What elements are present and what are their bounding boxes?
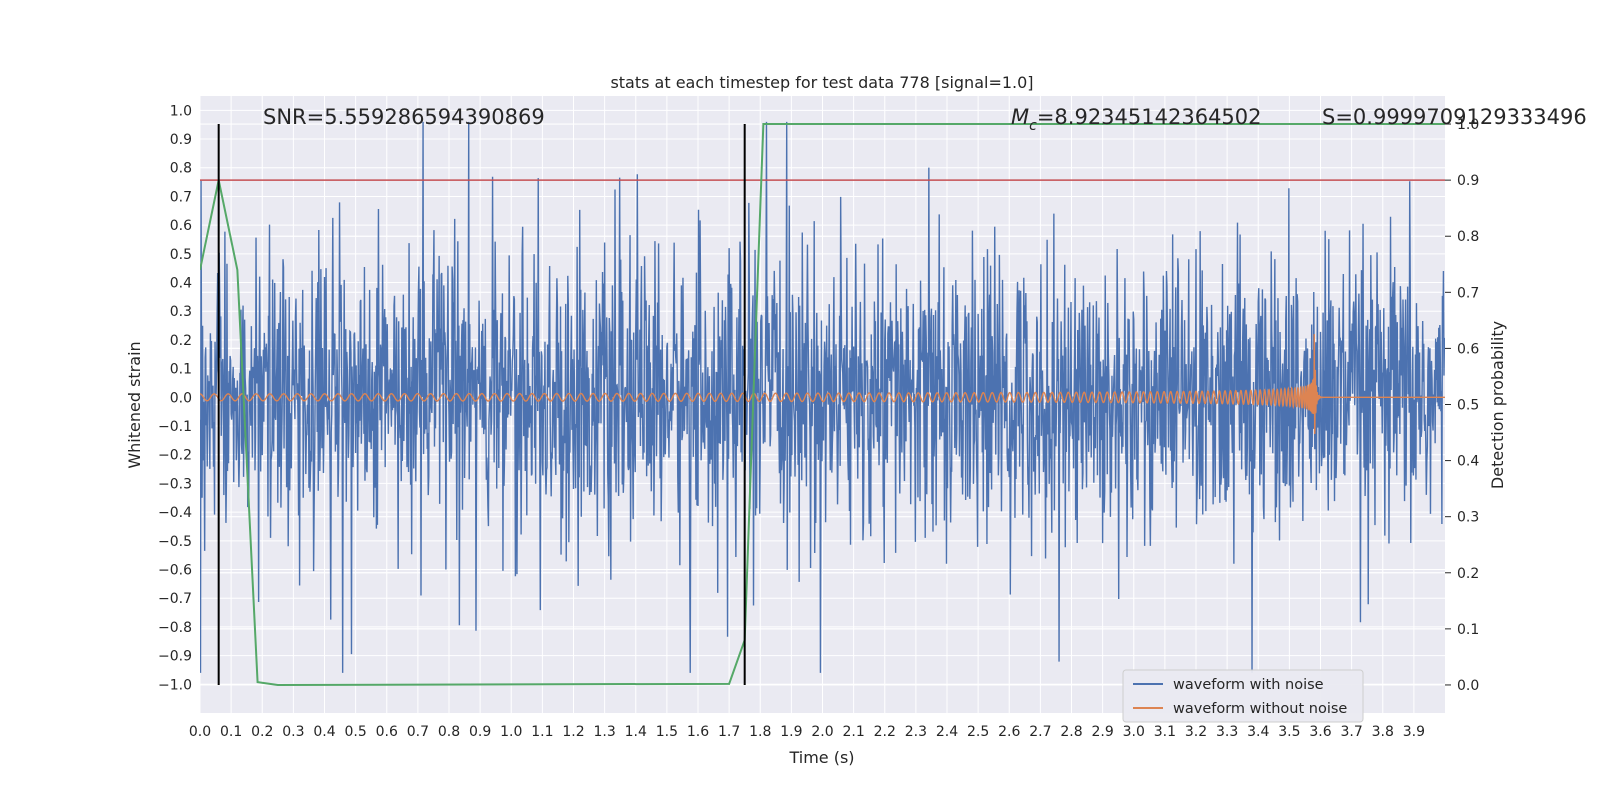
x-tick-label: 1.5: [656, 724, 678, 740]
y-tick-label: 0.5: [170, 247, 192, 263]
x-tick-label: 0.0: [189, 724, 211, 740]
y2-tick-label: 0.6: [1457, 341, 1479, 357]
x-tick-label: 1.6: [687, 724, 709, 740]
x-tick-label: 1.8: [749, 724, 771, 740]
legend-box: [1122, 669, 1364, 723]
y-tick-label: 0.3: [170, 304, 192, 320]
x-tick-label: 0.5: [344, 724, 366, 740]
x-tick-label: 1.9: [780, 724, 802, 740]
x-tick-label: 0.4: [313, 724, 335, 740]
y-tick-label: −0.5: [158, 534, 192, 550]
series-detection-probability: [200, 123, 1445, 686]
x-tick-label: 3.9: [1403, 724, 1425, 740]
x-tick-label: 2.0: [811, 724, 833, 740]
y-tick-label: 0.2: [170, 333, 192, 349]
x-tick-label: 3.2: [1185, 724, 1207, 740]
x-tick-label: 3.5: [1278, 724, 1300, 740]
x-tick-label: 3.6: [1309, 724, 1331, 740]
x-tick-label: 0.9: [469, 724, 491, 740]
y-tick-label: 0.6: [170, 218, 192, 234]
x-tick-label: 1.7: [718, 724, 740, 740]
chirp-mass-symbol: M: [1011, 105, 1029, 129]
y2-tick-label: 0.2: [1457, 566, 1479, 582]
y2-tick-label: 0.0: [1457, 678, 1479, 694]
x-tick-label: 2.7: [1029, 724, 1051, 740]
x-tick-label: 2.9: [1091, 724, 1113, 740]
y-tick-label: 0.7: [170, 189, 192, 205]
x-tick-label: 1.2: [562, 724, 584, 740]
x-tick-label: 3.3: [1216, 724, 1238, 740]
x-tick-label: 2.5: [967, 724, 989, 740]
x-axis-label: Time (s): [788, 748, 854, 767]
series-layer: [200, 121, 1445, 686]
x-tick-label: 2.4: [936, 724, 958, 740]
y-tick-label: −0.8: [158, 620, 192, 636]
y2-tick-label: 0.8: [1457, 229, 1479, 245]
y2-tick-label: 0.9: [1457, 173, 1479, 189]
chirp-mass-annotation: Mc=8.92345142364502: [1011, 105, 1262, 134]
snr-annotation: SNR=5.559286594390869: [263, 105, 545, 129]
y-tick-label: 0.4: [170, 276, 192, 292]
x-tick-label: 3.0: [1123, 724, 1145, 740]
chart-title: stats at each timestep for test data 778…: [610, 73, 1033, 92]
y-tick-label: 1.0: [170, 103, 192, 119]
detection-score-annotation: S=0.9999709129333496: [1322, 105, 1587, 129]
series-waveform-with-noise: [200, 121, 1445, 673]
x-tick-label: 3.4: [1247, 724, 1269, 740]
x-tick-label: 1.4: [625, 724, 647, 740]
x-tick-label: 0.3: [282, 724, 304, 740]
y-tick-label: 0.0: [170, 390, 192, 406]
x-tick-label: 3.1: [1154, 724, 1176, 740]
series-waveform-without-noise: [200, 334, 1445, 434]
x-tick-label: 0.2: [251, 724, 273, 740]
chirp-mass-subscript: c: [1029, 118, 1037, 134]
y-tick-label: −0.4: [158, 505, 192, 521]
y-tick-label: −0.1: [158, 419, 192, 435]
x-axis-ticks: 0.0 0.1 0.2 0.3 0.4 0.5 0.6 0.7 0.8 0.9 1.0 1.1 1.2 1…: [189, 724, 1425, 740]
x-tick-label: 2.1: [842, 724, 864, 740]
legend-label-clean: waveform without noise: [1173, 701, 1347, 717]
x-tick-label: 2.3: [905, 724, 927, 740]
x-tick-label: 0.7: [407, 724, 429, 740]
y-tick-label: −0.7: [158, 591, 192, 607]
y2-axis-ticks: 1.0 0.9 0.8 0.7 0.6 0.5 0.4 0.3 0.2 0.1 0.0: [1445, 117, 1479, 694]
y-tick-label: −0.9: [158, 649, 192, 665]
y2-tick-label: 0.5: [1457, 398, 1479, 414]
x-tick-label: 0.8: [438, 724, 460, 740]
x-tick-label: 0.6: [376, 724, 398, 740]
legend: waveform with noise waveform without noi…: [1122, 669, 1364, 723]
x-tick-label: 1.0: [500, 724, 522, 740]
y-tick-label: −0.2: [158, 448, 192, 464]
y-axis-label: Whitened strain: [125, 341, 144, 468]
y2-tick-label: 0.3: [1457, 510, 1479, 526]
y2-tick-label: 0.1: [1457, 622, 1479, 638]
y-axis-ticks: 1.0 0.9 0.8 0.7 0.6 0.5 0.4 0.3 0.2 0.1 0.0 −0.1 −0.…: [158, 103, 192, 693]
y2-tick-label: 0.7: [1457, 285, 1479, 301]
y-tick-label: −1.0: [158, 677, 192, 693]
x-tick-label: 3.7: [1340, 724, 1362, 740]
y-tick-label: 0.8: [170, 161, 192, 177]
y-tick-label: −0.3: [158, 476, 192, 492]
x-tick-label: 3.8: [1372, 724, 1394, 740]
y2-tick-label: 0.4: [1457, 454, 1479, 470]
y2-axis-label: Detection probability: [1488, 321, 1507, 489]
y2-tick-label: 1.0: [1457, 117, 1479, 133]
x-tick-label: 1.1: [531, 724, 553, 740]
y-tick-label: −0.6: [158, 563, 192, 579]
y-tick-label: 0.1: [170, 362, 192, 378]
x-tick-label: 0.1: [220, 724, 242, 740]
x-tick-label: 2.2: [874, 724, 896, 740]
legend-label-noise: waveform with noise: [1173, 677, 1324, 693]
y-tick-label: 0.9: [170, 132, 192, 148]
chirp-mass-value: =8.92345142364502: [1037, 105, 1262, 129]
x-tick-label: 2.8: [1060, 724, 1082, 740]
x-tick-label: 2.6: [998, 724, 1020, 740]
x-tick-label: 1.3: [593, 724, 615, 740]
